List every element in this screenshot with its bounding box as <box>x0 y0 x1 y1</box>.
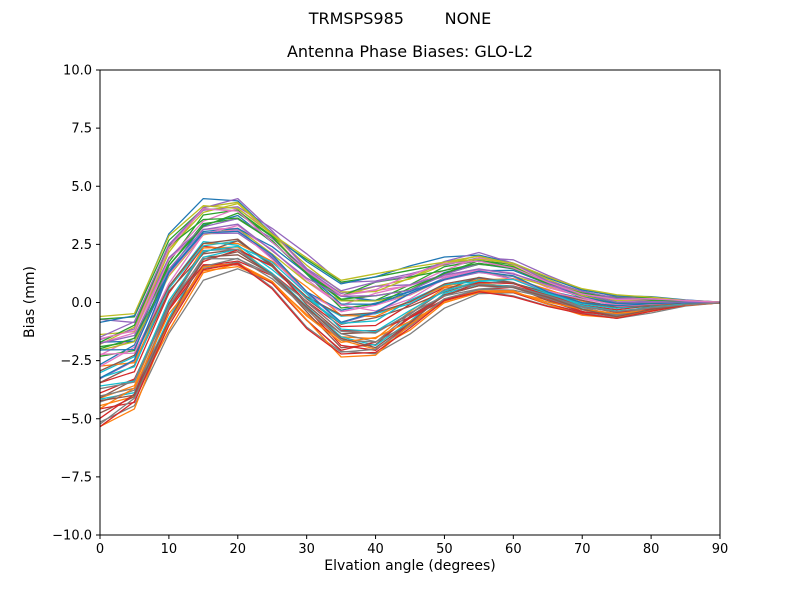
x-tick-label: 40 <box>367 542 384 557</box>
series-line <box>99 238 721 372</box>
series-line <box>99 197 721 324</box>
x-tick-label: 10 <box>161 542 178 557</box>
series-line <box>99 227 721 351</box>
series-line <box>99 248 721 403</box>
series-line <box>99 240 721 379</box>
x-tick-label: 30 <box>298 542 315 557</box>
y-tick-label: 10.0 <box>63 64 92 79</box>
series-line <box>99 223 721 345</box>
chart-title: Antenna Phase Biases: GLO-L2 <box>286 42 534 61</box>
series-line <box>99 208 721 340</box>
series-line <box>99 230 721 379</box>
y-axis-label: Bias (mm) <box>22 265 38 339</box>
x-tick-label: 0 <box>96 542 104 557</box>
y-tick-label: −2.5 <box>60 354 92 369</box>
y-tick-label: −10.0 <box>52 529 92 544</box>
y-tick-label: −5.0 <box>60 412 92 427</box>
x-tick-label: 20 <box>230 542 247 557</box>
y-tick-label: 0.0 <box>71 296 92 311</box>
x-tick-label: 80 <box>643 542 660 557</box>
x-tick-label: 90 <box>712 542 729 557</box>
series-line <box>99 206 721 324</box>
series-line <box>99 262 721 428</box>
x-tick-label: 60 <box>505 542 522 557</box>
x-tick-label: 70 <box>574 542 591 557</box>
y-tick-label: 2.5 <box>71 238 92 253</box>
series-line <box>99 217 721 343</box>
x-axis-label: Elvation angle (degrees) <box>324 558 496 574</box>
series-line <box>99 205 721 318</box>
y-tick-label: 7.5 <box>71 122 92 137</box>
figure-suptitle: TRMSPS985 NONE <box>308 9 492 28</box>
series-line <box>99 248 721 384</box>
x-tick-label: 50 <box>436 542 453 557</box>
y-tick-label: 5.0 <box>71 180 92 195</box>
y-tick-label: −7.5 <box>60 470 92 485</box>
series-line <box>99 197 721 338</box>
series-line <box>99 257 721 390</box>
